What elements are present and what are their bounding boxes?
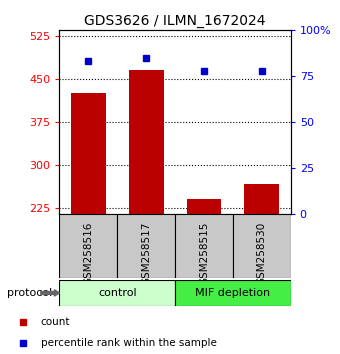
Title: GDS3626 / ILMN_1672024: GDS3626 / ILMN_1672024 [84,14,266,28]
Bar [71,93,106,214]
Text: percentile rank within the sample: percentile rank within the sample [41,338,217,348]
Text: control: control [98,288,137,298]
Text: MIF depletion: MIF depletion [195,288,270,298]
Bar [244,184,279,214]
Text: protocol: protocol [7,288,52,298]
Bar [129,70,164,214]
Bar [117,214,175,278]
Text: GSM258516: GSM258516 [83,222,94,285]
Bar [175,214,233,278]
Text: GSM258517: GSM258517 [141,222,151,285]
Bar [59,280,175,306]
Text: count: count [41,317,70,327]
Bar [187,199,221,214]
Bar [175,280,291,306]
Text: GSM258515: GSM258515 [199,222,209,285]
Bar [233,214,291,278]
Text: GSM258530: GSM258530 [257,222,267,285]
Bar [59,214,117,278]
